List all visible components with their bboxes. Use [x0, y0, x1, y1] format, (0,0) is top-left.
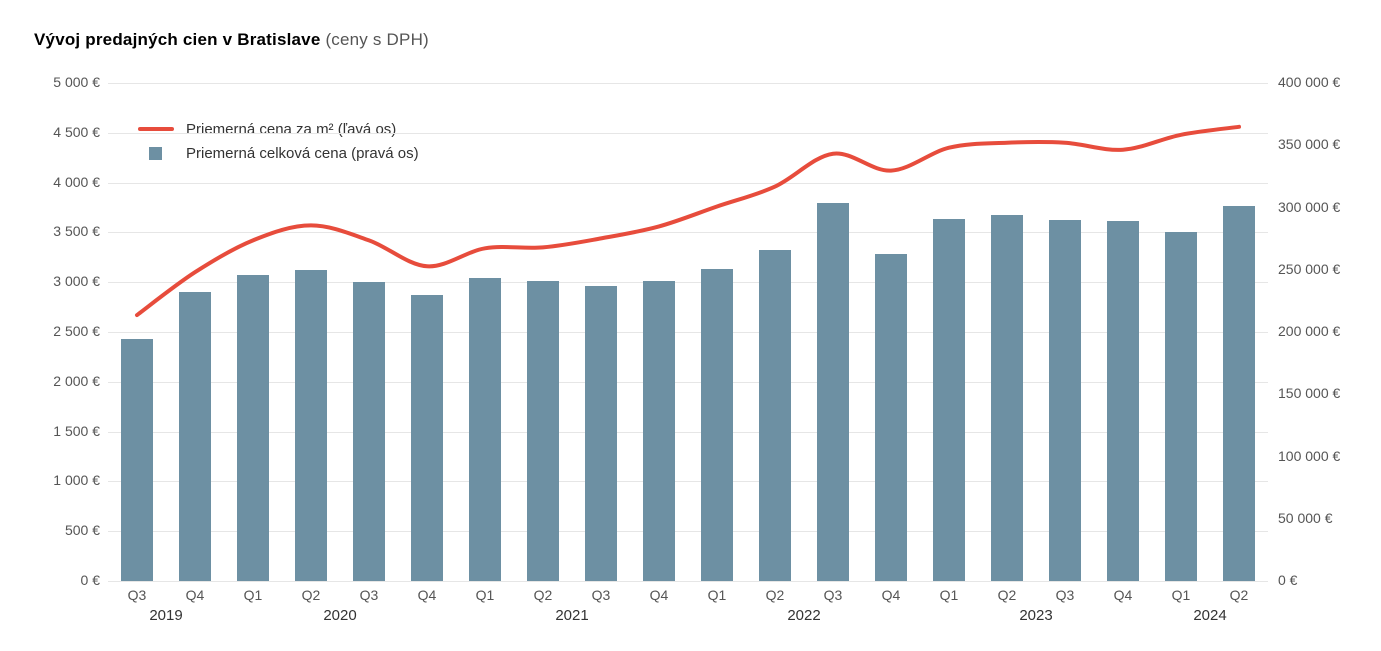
x-tick-year: 2020	[323, 607, 356, 624]
y-left-label: 2 000 €	[53, 373, 100, 389]
y-right-label: 0 €	[1278, 572, 1297, 588]
x-tick-quarter: Q1	[476, 587, 495, 603]
y-right-label: 300 000 €	[1278, 199, 1340, 215]
x-tick-quarter: Q2	[998, 587, 1017, 603]
y-right-label: 250 000 €	[1278, 261, 1340, 277]
chart-container: Vývoj predajných cien v Bratislave (ceny…	[0, 0, 1381, 651]
chart-title-bold: Vývoj predajných cien v Bratislave	[34, 30, 321, 49]
y-right-label: 50 000 €	[1278, 510, 1333, 526]
y-right-label: 150 000 €	[1278, 385, 1340, 401]
y-left-label: 2 500 €	[53, 323, 100, 339]
y-right-label: 200 000 €	[1278, 323, 1340, 339]
x-tick-quarter: Q1	[244, 587, 263, 603]
y-right-label: 400 000 €	[1278, 74, 1340, 90]
y-right-label: 350 000 €	[1278, 136, 1340, 152]
x-tick-quarter: Q2	[302, 587, 321, 603]
x-tick-quarter: Q4	[882, 587, 901, 603]
x-tick-year: 2019	[149, 607, 182, 624]
chart-title: Vývoj predajných cien v Bratislave (ceny…	[34, 30, 429, 50]
x-tick-quarter: Q4	[186, 587, 205, 603]
y-left-label: 0 €	[81, 572, 100, 588]
y-left-label: 4 000 €	[53, 174, 100, 190]
x-tick-quarter: Q3	[824, 587, 843, 603]
x-tick-quarter: Q1	[1172, 587, 1191, 603]
x-tick-quarter: Q3	[128, 587, 147, 603]
y-left-label: 3 000 €	[53, 273, 100, 289]
x-tick-quarter: Q3	[360, 587, 379, 603]
x-tick-quarter: Q1	[708, 587, 727, 603]
chart-title-light: (ceny s DPH)	[325, 30, 428, 49]
x-tick-quarter: Q2	[766, 587, 785, 603]
x-tick-quarter: Q4	[650, 587, 669, 603]
y-right-label: 100 000 €	[1278, 448, 1340, 464]
line-series	[108, 83, 1268, 581]
grid-line	[108, 581, 1268, 582]
x-tick-quarter: Q2	[534, 587, 553, 603]
x-tick-quarter: Q3	[592, 587, 611, 603]
y-left-label: 5 000 €	[53, 74, 100, 90]
plot-area	[108, 83, 1268, 581]
x-tick-quarter: Q4	[1114, 587, 1133, 603]
y-left-label: 1 000 €	[53, 472, 100, 488]
x-tick-year: 2021	[555, 607, 588, 624]
y-left-label: 4 500 €	[53, 124, 100, 140]
x-tick-quarter: Q4	[418, 587, 437, 603]
x-tick-quarter: Q1	[940, 587, 959, 603]
x-tick-year: 2022	[787, 607, 820, 624]
x-tick-quarter: Q2	[1230, 587, 1249, 603]
y-left-label: 500 €	[65, 522, 100, 538]
x-tick-year: 2023	[1019, 607, 1052, 624]
y-left-label: 1 500 €	[53, 423, 100, 439]
x-tick-year: 2024	[1193, 607, 1226, 624]
y-left-label: 3 500 €	[53, 223, 100, 239]
x-tick-quarter: Q3	[1056, 587, 1075, 603]
